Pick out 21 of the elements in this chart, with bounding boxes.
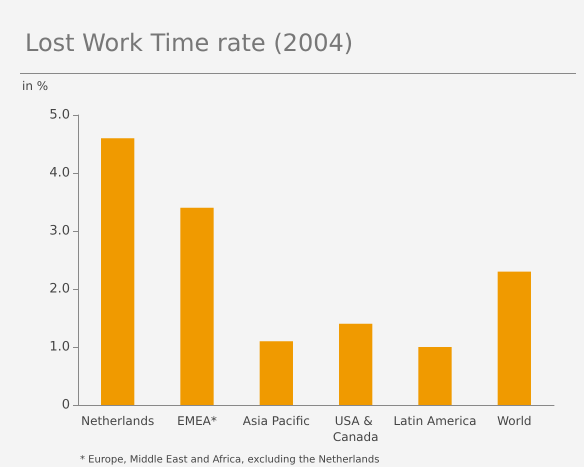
bar (498, 272, 531, 405)
bar (180, 208, 214, 405)
y-axis-title: in % (22, 79, 48, 93)
bar (339, 324, 372, 405)
bar (418, 347, 452, 405)
text: * Europe, Middle East and Africa, excluding the Netherlands (80, 454, 380, 466)
x-tick-label: USA & Canada (332, 414, 379, 444)
chart-title: Lost Work Time rate (2004) (25, 29, 354, 57)
x-tick-label: Netherlands (81, 414, 154, 428)
y-tick-label: 1.0 (49, 340, 70, 354)
y-tick-label: 4.0 (49, 166, 70, 180)
x-tick-label: EMEA* (177, 414, 217, 428)
y-tick-label: 3.0 (49, 224, 70, 238)
x-tick-label: Asia Pacific (242, 414, 310, 428)
y-tick-label: 5.0 (49, 108, 70, 122)
y-tick-label: 2.0 (49, 282, 70, 296)
bar (260, 341, 293, 405)
bar (101, 138, 134, 405)
x-tick-label: World (497, 414, 532, 428)
x-tick-label: Latin America (394, 414, 476, 428)
y-tick-label: 0 (62, 398, 70, 412)
